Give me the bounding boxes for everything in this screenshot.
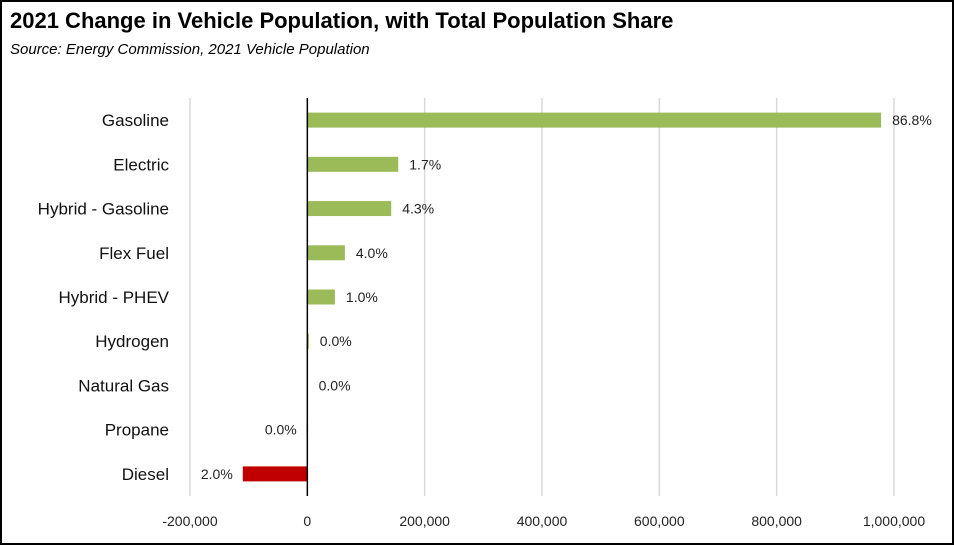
gridlines: [189, 98, 895, 496]
labels: -200,000 0 200,000 400,000 600,000 800,000 1,0…: [38, 111, 932, 529]
data-label: 4.3%: [402, 201, 434, 217]
data-label: 0.0%: [319, 377, 351, 393]
x-tick-label: -200,000: [162, 513, 217, 529]
data-label: 86.8%: [892, 112, 932, 128]
chart-subtitle: Source: Energy Commission, 2021 Vehicle …: [10, 41, 370, 58]
category-label: Diesel: [122, 465, 169, 484]
data-label: 1.7%: [409, 156, 441, 172]
bar-hybrid-gasoline: [307, 201, 392, 217]
x-tick-label: 200,000: [399, 513, 450, 529]
category-label: Hydrogen: [95, 332, 169, 351]
x-tick-label: 600,000: [634, 513, 685, 529]
data-label: 0.0%: [320, 333, 352, 349]
category-label: Hybrid - PHEV: [58, 288, 169, 307]
data-label: 2.0%: [201, 466, 233, 482]
bar-gasoline: [307, 112, 882, 128]
category-label: Electric: [113, 155, 169, 174]
x-tick-label: 1,000,000: [863, 513, 925, 529]
x-tick-label: 0: [303, 513, 311, 529]
bar-hybrid-phev: [307, 289, 335, 305]
category-label: Flex Fuel: [99, 244, 169, 263]
bar-electric: [307, 156, 399, 172]
x-tick-label: 400,000: [517, 513, 568, 529]
data-label: 1.0%: [346, 289, 378, 305]
category-label: Hybrid - Gasoline: [38, 200, 169, 219]
category-label: Natural Gas: [78, 376, 169, 395]
bar-diesel: [242, 466, 308, 482]
bar-flex-fuel: [307, 245, 345, 261]
category-label: Propane: [105, 421, 169, 440]
data-label: 0.0%: [265, 422, 297, 438]
category-label: Gasoline: [102, 111, 169, 130]
data-label: 4.0%: [356, 245, 388, 261]
x-tick-label: 800,000: [751, 513, 802, 529]
bars: [242, 112, 882, 482]
chart-title: 2021 Change in Vehicle Population, with …: [10, 8, 674, 33]
